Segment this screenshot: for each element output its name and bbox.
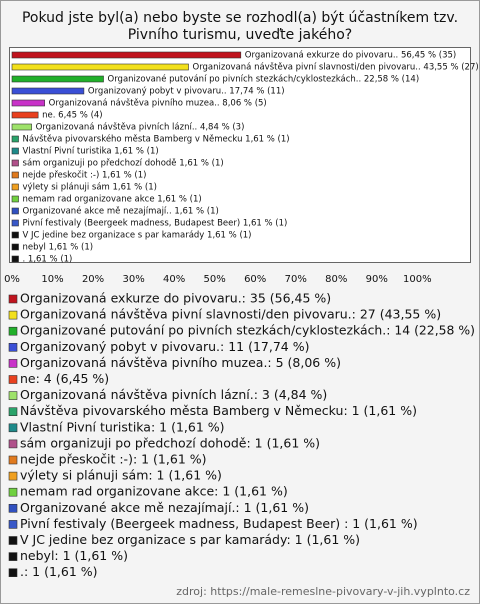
bar [11, 207, 19, 215]
legend-swatch [8, 294, 18, 304]
legend-swatch [8, 471, 18, 481]
legend-label: ne: 4 (6,45 %) [20, 371, 109, 386]
source: zdroj: https://male-remeslne-pivovary-v-… [176, 585, 470, 598]
bar [11, 51, 242, 59]
x-tick-label: 100% [403, 274, 432, 285]
legend-label: Organizovaný pobyt v pivovaru.: 11 (17,7… [20, 339, 309, 354]
bar-label: nebyl 1,61 % (1) [23, 243, 94, 253]
bar-label: nemam rad organizovane akce 1,61 % (1) [23, 195, 202, 205]
bar [11, 219, 19, 227]
legend-label: .: 1 (1,61 %) [20, 564, 98, 579]
bar [11, 231, 19, 239]
bar [11, 243, 19, 251]
bar-label: ne. 6,45 % (4) [42, 111, 102, 121]
legend-label: Organizovaná návštěva pivního muzea.: 5 … [20, 355, 341, 370]
legend-label: nemam rad organizovane akce: 1 (1,61 %) [20, 484, 288, 499]
bar-label: nejde přeskočit :-) 1,61 % (1) [23, 170, 147, 181]
x-tick-label: 10% [41, 274, 63, 285]
bar [11, 159, 19, 167]
legend-label: Vlastní Pivní turistika: 1 (1,61 %) [20, 419, 225, 434]
bar-label: Návštěva pivovarského města Bamberg v Ně… [23, 134, 290, 145]
legend-swatch [8, 342, 18, 352]
bar [11, 99, 45, 107]
x-tick-label: 0% [4, 274, 20, 285]
legend-label: Organizované akce mě nezajímají.: 1 (1,6… [20, 500, 309, 515]
legend-swatch [8, 455, 18, 465]
bar-label: výlety si plánuji sám 1,61 % (1) [23, 183, 157, 193]
bar-label: sám organizuji po předchozí dohodě 1,61 … [23, 159, 224, 169]
legend-swatch [8, 503, 18, 513]
bar-label: Organizovaný pobyt v pivovaru.. 17,74 % … [88, 87, 285, 97]
bar-label: Organizovaná návštěva pivního muzea.. 8,… [49, 98, 267, 109]
bar [11, 147, 19, 155]
legend-label: nejde přeskočit :-): 1 (1,61 %) [20, 452, 207, 467]
x-tick-label: 60% [244, 274, 266, 285]
legend-label: výlety si plánuji sám: 1 (1,61 %) [20, 468, 222, 483]
legend-swatch [8, 439, 18, 449]
bar-label: Pivní festivaly (Beergeek madness, Budap… [23, 219, 288, 229]
x-tick-label: 90% [366, 274, 388, 285]
legend-swatch [8, 407, 18, 417]
legend-swatch [8, 326, 18, 336]
bar-label: Organizovaná návštěva pivní slavnosti/de… [193, 62, 479, 73]
legend-swatch [8, 487, 18, 497]
bar-label: Organizovaná exkurze do pivovaru.. 56,45… [245, 51, 456, 61]
bar [11, 87, 85, 95]
bar-label: Organizované akce mě nezajímají.. 1,61 %… [23, 206, 219, 217]
legend-label: Návštěva pivovarského města Bamberg v Ně… [20, 403, 417, 418]
legend-label: Organizovaná exkurze do pivovaru.: 35 (5… [20, 291, 331, 306]
legend-swatch [8, 375, 18, 384]
plot-area [9, 47, 471, 263]
bar-label: Vlastní Pivní turistika 1,61 % (1) [23, 147, 159, 157]
bar-label: Organizovaná návštěva pivních lázní.. 4,… [36, 122, 245, 133]
legend-label: Pivní festivaly (Beergeek madness, Budap… [20, 516, 418, 531]
bar [11, 135, 19, 143]
bar [11, 171, 19, 179]
legend-label: sám organizuji po předchozí dohodě: 1 (1… [20, 435, 320, 450]
chart-title: Pokud jste byl(a) nebo byste se rozhodl(… [22, 10, 458, 26]
bar [11, 123, 32, 131]
x-tick-label: 40% [163, 274, 185, 285]
legend-swatch [8, 423, 18, 433]
legend-label: Organizovaná návštěva pivní slavnosti/de… [20, 307, 441, 322]
bar [11, 195, 19, 203]
legend-swatch [8, 520, 18, 529]
bar [11, 183, 19, 191]
legend-label: V JC jedine bez organizace s par kamarád… [20, 532, 360, 547]
legend-swatch [8, 391, 18, 400]
bar-label: Organizované putování po pivních stezkác… [108, 74, 420, 85]
legend-swatch [8, 552, 18, 561]
bar [11, 75, 104, 83]
legend-swatch [8, 536, 18, 545]
x-tick-label: 30% [122, 274, 144, 285]
bar-label: . 1,61 % (1) [23, 255, 73, 265]
legend-swatch [8, 359, 18, 368]
legend-swatch [8, 310, 18, 320]
legend-label: Organizovaná návštěva pivních lázní.: 3 … [20, 387, 327, 402]
bar-label: V JC jedine bez organizace s par kamarád… [23, 231, 252, 241]
bar [11, 63, 189, 71]
x-tick-label: 50% [204, 274, 226, 285]
legend-label: Organizované putování po pivních stezkác… [20, 323, 475, 338]
bar [11, 111, 39, 119]
x-tick-label: 70% [285, 274, 307, 285]
legend-label: nebyl: 1 (1,61 %) [20, 548, 128, 563]
chart-title: Pivního turismu, uveďte jakého? [128, 27, 352, 43]
x-tick-label: 80% [325, 274, 347, 285]
bar [11, 255, 19, 263]
x-tick-label: 20% [82, 274, 104, 285]
legend-swatch [8, 568, 18, 578]
